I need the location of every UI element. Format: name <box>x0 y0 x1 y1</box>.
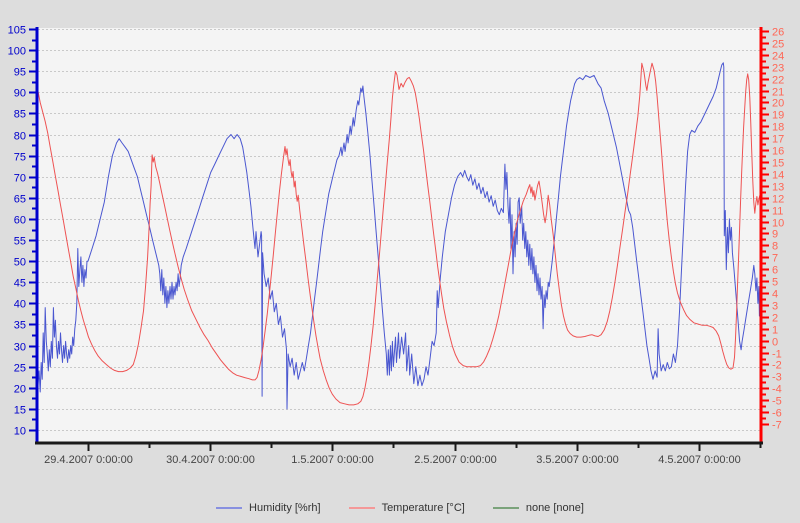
gridlines <box>38 29 760 431</box>
y-right-tick-label: -2 <box>772 360 782 372</box>
y-right-tick-label: 25 <box>772 39 784 51</box>
chart-legend: Humidity [%rh] Temperature [°C] none [none… <box>0 502 800 514</box>
y-right-tick-label: 1 <box>772 325 778 337</box>
x-axis-tick-label: 30.4.2007 0:00:00 <box>166 454 255 466</box>
y-right-tick-label: -6 <box>772 408 782 420</box>
y-right-tick-label: 18 <box>772 122 784 134</box>
x-axis-tick-label: 1.5.2007 0:00:00 <box>291 454 374 466</box>
y-axis-right-temperature <box>759 27 769 444</box>
y-right-tick-label: 26 <box>772 27 784 39</box>
legend-line-swatch <box>348 507 375 509</box>
y-right-tick-label: 14 <box>772 170 784 182</box>
y-left-tick-label: 10 <box>14 426 26 438</box>
y-axis-left-tick-labels: 10 15 20 25 30 35 40 45 50 55 60 65 70 75 80 85 90 95 100 1… <box>8 25 26 438</box>
y-right-tick-label: 20 <box>772 98 784 110</box>
y-right-tick-label: 3 <box>772 301 778 313</box>
data-series <box>37 62 761 410</box>
y-left-tick-label: 25 <box>14 363 26 375</box>
y-right-tick-label: 24 <box>772 51 784 63</box>
legend-item-humidity: Humidity [%rh] <box>216 502 321 514</box>
y-left-tick-label: 65 <box>14 194 26 206</box>
y-left-tick-label: 95 <box>14 67 26 79</box>
y-right-tick-label: 7 <box>772 253 778 265</box>
y-right-tick-label: -1 <box>772 349 782 361</box>
series-line-humidity <box>37 62 761 410</box>
x-axis-tick-label: 29.4.2007 0:00:00 <box>44 454 133 466</box>
x-axis-time <box>35 441 763 451</box>
plot-area[interactable] <box>37 28 761 443</box>
y-left-tick-label: 80 <box>14 131 26 143</box>
y-left-tick-label: 35 <box>14 320 26 332</box>
legend-line-swatch <box>492 507 519 509</box>
legend-label: Humidity [%rh] <box>249 502 321 514</box>
y-right-tick-label: -4 <box>772 384 782 396</box>
y-left-tick-label: 55 <box>14 236 26 248</box>
y-right-tick-label: 11 <box>772 206 783 218</box>
y-left-tick-label: 100 <box>8 46 26 58</box>
y-left-tick-label: 45 <box>14 278 26 290</box>
y-right-tick-label: 16 <box>772 146 784 158</box>
y-right-tick-label: 12 <box>772 194 784 206</box>
x-axis-tick-labels: 29.4.2007 0:00:00 30.4.2007 0:00:00 1.5.20… <box>44 454 741 466</box>
y-right-tick-label: 4 <box>772 289 778 301</box>
y-left-tick-label: 30 <box>14 342 26 354</box>
y-right-tick-label: -5 <box>772 396 782 408</box>
legend-line-swatch <box>216 507 243 509</box>
y-right-tick-label: 8 <box>772 241 778 253</box>
y-left-tick-label: 90 <box>14 88 26 100</box>
y-axis-right-tick-labels: -7-6-5-4-3-2-101234567891011121314151617… <box>772 27 784 432</box>
y-left-tick-label: 75 <box>14 152 26 164</box>
y-right-tick-label: 13 <box>772 182 784 194</box>
legend-label: none [none] <box>525 502 584 514</box>
y-right-tick-label: 10 <box>772 218 784 230</box>
y-left-tick-label: 50 <box>14 257 26 269</box>
x-axis-tick-label: 4.5.2007 0:00:00 <box>658 454 741 466</box>
y-right-tick-label: 23 <box>772 63 784 75</box>
y-left-tick-label: 105 <box>8 25 26 37</box>
y-axis-left-humidity <box>29 27 39 444</box>
y-right-tick-label: 19 <box>772 110 784 122</box>
x-axis-tick-label: 3.5.2007 0:00:00 <box>536 454 619 466</box>
y-left-tick-label: 20 <box>14 384 26 396</box>
legend-item-temperature: Temperature [°C] <box>348 502 465 514</box>
y-left-tick-label: 15 <box>14 405 26 417</box>
y-right-tick-label: -3 <box>772 372 782 384</box>
y-right-tick-label: 15 <box>772 158 784 170</box>
legend-label: Temperature [°C] <box>381 502 465 514</box>
y-right-tick-label: 5 <box>772 277 778 289</box>
y-right-tick-label: 17 <box>772 134 784 146</box>
y-right-tick-label: 6 <box>772 265 778 277</box>
y-left-tick-label: 85 <box>14 109 26 121</box>
y-right-tick-label: 2 <box>772 313 778 325</box>
y-left-tick-label: 70 <box>14 173 26 185</box>
x-axis-tick-label: 2.5.2007 0:00:00 <box>414 454 497 466</box>
legend-item-none: none [none] <box>492 502 584 514</box>
series-line-temperature <box>37 62 761 406</box>
y-right-tick-label: 22 <box>772 75 784 87</box>
y-left-tick-label: 40 <box>14 299 26 311</box>
y-right-tick-label: -7 <box>772 420 782 432</box>
y-right-tick-label: 0 <box>772 337 778 349</box>
y-right-tick-label: 21 <box>772 87 784 99</box>
y-left-tick-label: 60 <box>14 215 26 227</box>
y-right-tick-label: 9 <box>772 229 778 241</box>
